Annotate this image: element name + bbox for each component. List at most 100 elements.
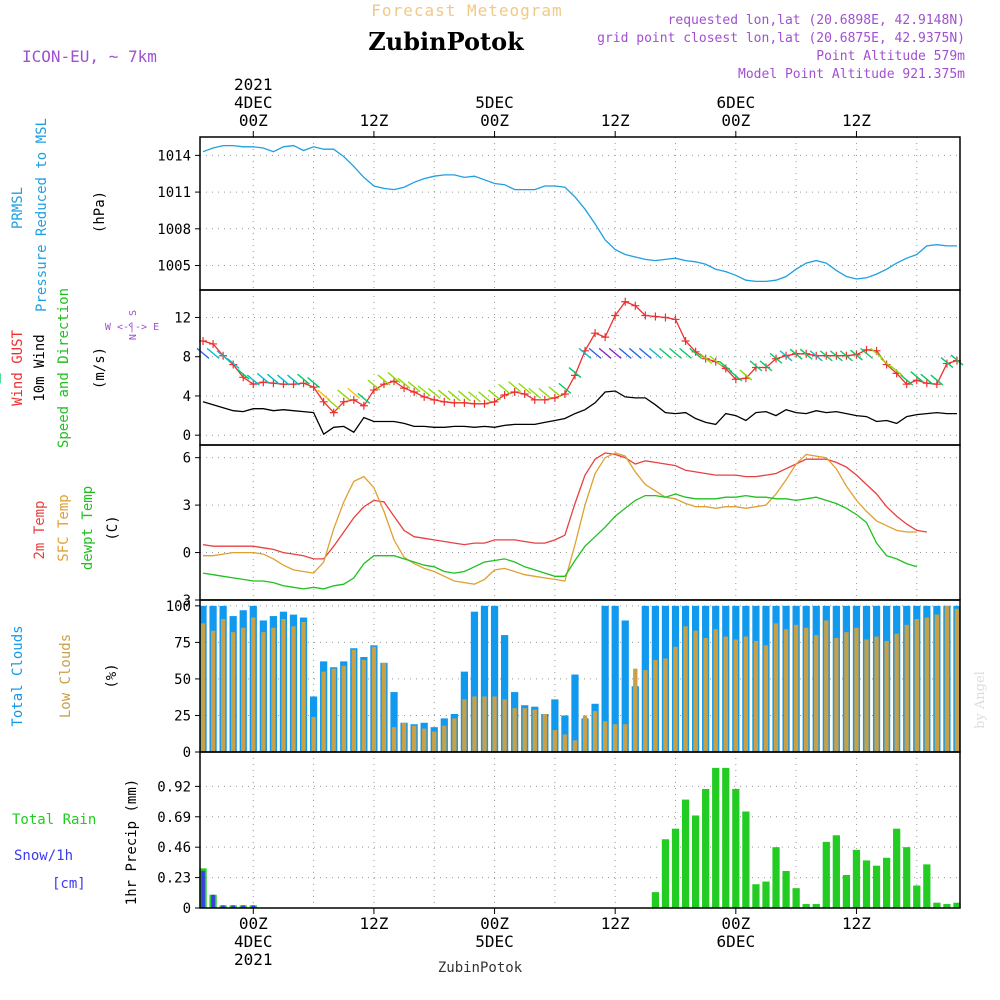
wind-direction-arrow xyxy=(437,389,451,401)
temp-ytick-label: -3 xyxy=(174,593,191,609)
rain-bar xyxy=(742,811,750,908)
top-time-label: 12Z xyxy=(359,111,388,130)
clouds-label-b: Low Clouds xyxy=(58,634,74,718)
low-cloud-bar xyxy=(874,636,879,752)
low-cloud-bar xyxy=(492,696,497,752)
gust-point xyxy=(631,301,640,310)
gust-point xyxy=(520,389,529,398)
gust-point xyxy=(470,399,479,408)
wind-direction-arrow xyxy=(357,392,371,404)
precip-ytick-label: 0.23 xyxy=(157,871,191,887)
wind-direction-arrow xyxy=(779,350,793,362)
gust-point xyxy=(339,397,348,406)
low-cloud-bar xyxy=(562,734,568,752)
rain-bar xyxy=(772,847,780,908)
wind-direction-arrow xyxy=(910,371,924,383)
wind-direction-arrow xyxy=(548,386,562,398)
gust-point xyxy=(671,315,680,324)
wind-ytick-label: 0 xyxy=(183,428,191,444)
total-cloud-bar xyxy=(500,635,509,752)
gust-point xyxy=(269,379,278,388)
wind-direction-arrow xyxy=(618,347,632,359)
bottom-time-label: 00Z xyxy=(721,914,750,933)
wind-series-0 xyxy=(202,301,958,414)
total-cloud-bar xyxy=(390,692,398,752)
low-cloud-bar xyxy=(482,696,487,752)
bottom-time-label: 12Z xyxy=(359,914,388,933)
wind-direction-arrow xyxy=(719,361,733,373)
low-cloud-bar xyxy=(834,638,839,752)
low-cloud-bar xyxy=(894,633,899,752)
low-cloud-bar xyxy=(572,740,578,752)
pressure-ytick-label: 1005 xyxy=(157,259,191,275)
pressure-unit: (hPa) xyxy=(92,191,108,233)
low-cloud-bar xyxy=(693,630,698,752)
low-cloud-bar xyxy=(633,668,638,752)
low-cloud-bar xyxy=(824,620,829,752)
rain-bar xyxy=(802,904,810,908)
wind-direction-arrow xyxy=(870,347,884,359)
wind-direction-arrow xyxy=(608,347,622,359)
total-cloud-bar xyxy=(551,699,559,752)
precip-label-b: Snow/1h xyxy=(14,848,73,864)
requested-coords: requested lon,lat (20.6898E, 42.9148N) xyxy=(668,13,965,28)
gust-point xyxy=(379,380,388,389)
wind-direction-arrow xyxy=(407,381,421,393)
low-cloud-bar xyxy=(914,619,919,752)
low-cloud-bar xyxy=(904,624,909,752)
rain-bar xyxy=(852,849,861,908)
wind-direction-arrow xyxy=(206,347,220,359)
low-cloud-bar xyxy=(713,629,718,752)
low-cloud-bar xyxy=(241,627,246,752)
snow-bar xyxy=(251,905,256,908)
pressure-ytick-label: 1014 xyxy=(157,148,191,164)
wind-direction-arrow xyxy=(749,360,763,372)
wind-direction-arrow xyxy=(578,347,592,359)
wind-direction-arrow xyxy=(739,369,753,381)
low-cloud-bar xyxy=(663,658,668,752)
temp-label-b: SFC Temp xyxy=(56,494,72,561)
low-cloud-bar xyxy=(783,629,789,752)
low-cloud-bar xyxy=(532,709,537,752)
pressure-ytick-label: 1008 xyxy=(157,222,191,238)
clouds-ytick-label: 25 xyxy=(174,708,191,724)
wind-direction-arrow xyxy=(819,350,833,362)
rain-bar xyxy=(923,864,931,908)
gust-point xyxy=(661,313,670,322)
low-cloud-bar xyxy=(512,708,517,752)
precip-ytick-label: 0 xyxy=(183,901,191,917)
low-cloud-bar xyxy=(281,619,286,752)
gust-point xyxy=(500,390,509,399)
precip-ytick-label: 0.92 xyxy=(157,779,191,795)
low-cloud-bar xyxy=(472,696,477,752)
low-cloud-bar xyxy=(804,627,809,752)
temp-ytick-label: 6 xyxy=(183,451,191,467)
low-cloud-bar xyxy=(220,619,226,752)
precip-label-a: Total Rain xyxy=(12,812,96,828)
low-cloud-bar xyxy=(331,668,336,752)
low-cloud-bar xyxy=(452,718,457,752)
gust-point xyxy=(681,337,690,346)
wind-direction-arrow xyxy=(347,387,361,399)
wind-direction-arrow xyxy=(759,360,773,372)
low-cloud-bar xyxy=(602,721,608,752)
low-cloud-bar xyxy=(261,632,266,752)
low-cloud-bar xyxy=(683,626,688,752)
top-time-label: 00Z xyxy=(239,111,268,130)
low-cloud-bar xyxy=(522,708,527,752)
gust-point xyxy=(209,339,218,348)
low-cloud-bar xyxy=(934,614,940,752)
wind-direction-arrow xyxy=(417,385,431,397)
gust-point xyxy=(550,393,559,402)
top-time-label: 6DEC xyxy=(717,93,756,112)
low-cloud-bar xyxy=(864,639,869,752)
wind-direction-arrow xyxy=(467,391,481,403)
rain-bar xyxy=(792,888,800,908)
wind-direction-arrow xyxy=(337,389,351,401)
precip-label-c: [cm] xyxy=(52,876,86,892)
low-cloud-bar xyxy=(814,635,819,752)
axis-layer: 1005 1008 1011 1014 0 4 8 12 -3 0 3 6 0 25 50 75 100 0 0.2… xyxy=(157,75,871,969)
total-cloud-bar xyxy=(561,715,569,752)
wind-direction-arrow xyxy=(829,350,843,362)
